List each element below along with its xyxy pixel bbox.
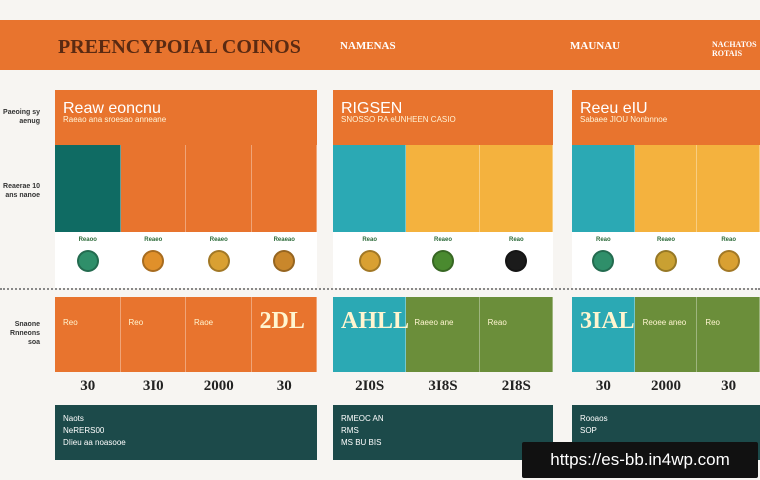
coin-label: Reao bbox=[721, 237, 736, 243]
color-block bbox=[406, 297, 480, 372]
color-block bbox=[186, 145, 252, 232]
divider bbox=[0, 288, 760, 290]
number: 30 bbox=[721, 378, 737, 394]
coin-label: Reaeo bbox=[209, 237, 228, 243]
color-block bbox=[697, 145, 760, 232]
coin-label: Reaeao bbox=[273, 237, 295, 243]
panel-title: RIGSEN bbox=[341, 100, 403, 117]
number: 2000 bbox=[650, 378, 681, 394]
number: 3I0 bbox=[142, 378, 164, 394]
number: 3I8S bbox=[428, 378, 458, 394]
footer-text: RMEOC AN bbox=[341, 414, 384, 423]
watermark: https://es-bb.in4wp.com bbox=[522, 442, 758, 478]
footer-text: SOP bbox=[580, 426, 597, 435]
number: 2000 bbox=[203, 378, 234, 394]
coin bbox=[432, 250, 454, 272]
panel-header bbox=[572, 90, 760, 145]
side-label: Paeoing sy aenug bbox=[3, 109, 40, 125]
number: 2I8S bbox=[501, 378, 531, 394]
title: PREENCYPOIAL COINOS bbox=[58, 36, 301, 58]
block-label: Reo bbox=[705, 318, 721, 327]
block-label: Reoee aneo bbox=[642, 318, 687, 327]
footer-text: Rooaos bbox=[580, 414, 608, 423]
color-block bbox=[333, 297, 407, 372]
footer-text: DIieu aa noasooe bbox=[63, 438, 126, 447]
coin-label: Reao bbox=[508, 237, 524, 243]
header-label: NAMENAS bbox=[340, 40, 396, 52]
side-label: Reaerae 10 ans nanoe bbox=[3, 183, 40, 199]
block-label: Reo bbox=[63, 318, 78, 327]
block-label: 3IAL bbox=[580, 308, 635, 334]
color-block bbox=[634, 297, 698, 372]
footer-text: MS BU BIS bbox=[341, 438, 382, 447]
color-block bbox=[186, 297, 252, 372]
color-block bbox=[251, 297, 317, 372]
footer-text: RMS bbox=[341, 426, 359, 435]
panel-subtitle: Raeao ana sroesao anneane bbox=[63, 115, 167, 124]
block-label: Reao bbox=[487, 318, 507, 327]
panel-subtitle: SNOSSO RA eUNHEEN CASIO bbox=[341, 115, 456, 124]
color-block bbox=[251, 145, 317, 232]
coin bbox=[717, 250, 740, 272]
color-block bbox=[55, 297, 121, 372]
panel-header bbox=[55, 90, 317, 145]
color-block bbox=[697, 297, 760, 372]
color-block bbox=[479, 297, 553, 372]
color-block bbox=[572, 145, 635, 232]
panel-subtitle: Sabaee JIOU Nonbnnoe bbox=[580, 115, 668, 124]
block-label: AHLL bbox=[341, 308, 410, 334]
panel-title: Reeu eIU bbox=[580, 100, 648, 117]
coin bbox=[505, 250, 528, 272]
block-label: Raeeo ane bbox=[414, 318, 454, 327]
color-block bbox=[120, 145, 186, 232]
number: 30 bbox=[595, 378, 611, 394]
block-label: 2DL bbox=[259, 308, 305, 334]
coin bbox=[358, 250, 381, 272]
footer-band bbox=[333, 405, 553, 460]
number: 2I0S bbox=[355, 378, 385, 394]
coin-label: Reaeo bbox=[433, 237, 452, 243]
block-label: Reo bbox=[128, 318, 144, 327]
color-block bbox=[55, 145, 121, 232]
header-label: NACHATOS ROTAIS bbox=[712, 40, 757, 58]
block-label: Raoe bbox=[194, 318, 214, 327]
number: 30 bbox=[276, 378, 292, 394]
coin bbox=[142, 250, 165, 272]
coin bbox=[655, 250, 677, 272]
footer-text: Naots bbox=[63, 414, 84, 423]
coin-label: Reao bbox=[595, 237, 611, 243]
coin bbox=[273, 250, 296, 272]
color-block bbox=[479, 145, 553, 232]
panel-header bbox=[333, 90, 553, 145]
coin bbox=[592, 250, 615, 272]
side-label: Snaone Rnneons soa bbox=[10, 321, 40, 346]
number: 30 bbox=[80, 378, 96, 394]
coin bbox=[76, 250, 99, 272]
coin-label: Reao bbox=[362, 237, 377, 243]
color-block bbox=[572, 297, 635, 372]
panel-title: Reaw eoncnu bbox=[63, 100, 161, 117]
coin-label: Reaeo bbox=[144, 237, 163, 243]
color-block bbox=[120, 297, 186, 372]
coin-label: Reaoo bbox=[78, 237, 97, 243]
header-label: MAUNAU bbox=[570, 40, 621, 52]
color-block bbox=[333, 145, 407, 232]
footer-band bbox=[55, 405, 317, 460]
coin-label: Reaeo bbox=[656, 237, 675, 243]
footer-text: NeRERS00 bbox=[63, 426, 105, 435]
top-bar bbox=[0, 20, 760, 70]
coin bbox=[207, 250, 230, 272]
color-block bbox=[634, 145, 698, 232]
color-block bbox=[406, 145, 480, 232]
